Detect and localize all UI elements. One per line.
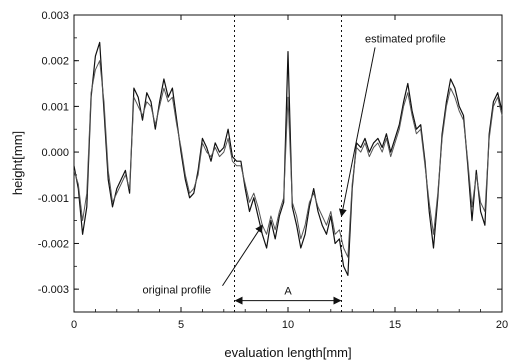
x-tick-label: 10	[282, 319, 294, 331]
y-tick-label: 0.001	[41, 101, 69, 113]
y-tick-label: 0.003	[41, 10, 69, 22]
x-tick-label: 20	[496, 319, 508, 331]
estimated-profile-arrow	[338, 47, 376, 218]
original-profile-label: original profile	[142, 285, 210, 297]
y-tick-label: -0.001	[38, 193, 69, 205]
y-tick-label: -0.003	[38, 284, 69, 296]
profile-line-1	[73, 41, 503, 276]
span-label: A	[284, 286, 292, 298]
x-axis-label: evaluation length[mm]	[224, 345, 351, 360]
estimated-profile-label: estimated profile	[365, 33, 446, 45]
profile-line-2	[73, 60, 503, 258]
x-tick-label: 0	[71, 319, 77, 331]
annotations: estimated profile original profile A	[142, 33, 446, 305]
y-tick-label: 0.000	[41, 147, 69, 159]
x-tick-label: 15	[389, 319, 401, 331]
y-axis-ticks: 0.003 0.002 0.001 0.000 -0.001 -0.002 -0.003	[38, 10, 502, 313]
original-profile-arrow	[222, 224, 263, 286]
x-tick-label: 5	[178, 319, 184, 331]
y-axis-label: height[mm]	[10, 131, 25, 195]
y-tick-label: -0.002	[38, 238, 69, 250]
series-lines	[73, 41, 503, 276]
x-axis-ticks: 0 5 10 15 20	[71, 15, 508, 331]
y-tick-label: 0.002	[41, 56, 69, 68]
